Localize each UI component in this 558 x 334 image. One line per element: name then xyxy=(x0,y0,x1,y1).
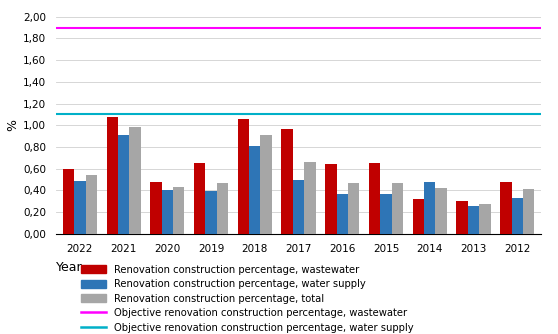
Bar xyxy=(479,204,490,234)
Bar xyxy=(369,163,381,234)
Bar xyxy=(424,182,435,234)
Bar xyxy=(74,181,85,234)
Bar xyxy=(435,188,447,234)
Bar xyxy=(500,182,512,234)
Bar xyxy=(107,117,118,234)
Bar xyxy=(381,194,392,234)
Bar xyxy=(413,199,424,234)
Bar xyxy=(468,205,479,234)
Bar xyxy=(150,182,162,234)
Bar xyxy=(456,201,468,234)
Bar xyxy=(261,135,272,234)
Bar xyxy=(293,179,304,234)
Text: Year: Year xyxy=(56,261,83,274)
Bar xyxy=(238,119,249,234)
Bar xyxy=(348,183,359,234)
Bar xyxy=(63,169,74,234)
Bar xyxy=(392,183,403,234)
Bar xyxy=(512,198,523,234)
Bar xyxy=(129,127,141,234)
Bar xyxy=(325,164,336,234)
Bar xyxy=(118,135,129,234)
Y-axis label: %: % xyxy=(6,119,19,131)
Bar xyxy=(523,189,534,234)
Bar xyxy=(205,191,217,234)
Bar xyxy=(173,187,184,234)
Bar xyxy=(162,190,173,234)
Bar xyxy=(85,175,97,234)
Bar xyxy=(304,162,316,234)
Bar xyxy=(194,163,205,234)
Legend: Renovation construction percentage, wastewater, Renovation construction percenta: Renovation construction percentage, wast… xyxy=(78,262,416,334)
Bar xyxy=(249,146,261,234)
Bar xyxy=(336,194,348,234)
Bar xyxy=(217,183,228,234)
Bar xyxy=(281,129,293,234)
